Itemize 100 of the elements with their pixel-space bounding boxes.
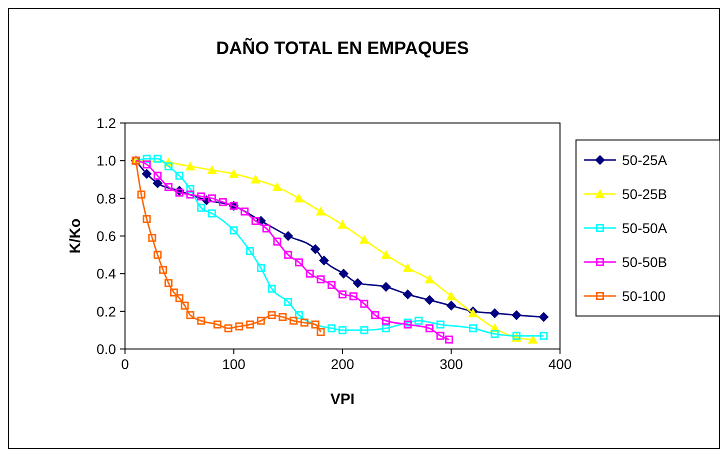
point: [528, 334, 538, 344]
point: [338, 326, 346, 334]
point: [490, 308, 500, 318]
point: [208, 194, 216, 202]
chart-title: DAÑO TOTAL EN EMPAQUES: [216, 37, 469, 58]
point: [185, 161, 196, 170]
point: [359, 234, 370, 244]
y-tick-label: 1.2: [96, 115, 116, 131]
point: [424, 274, 434, 284]
point: [290, 316, 298, 325]
point: [382, 324, 390, 332]
y-tick-label: 0.8: [96, 190, 116, 206]
y-tick-label: 0.6: [96, 228, 116, 244]
point: [240, 208, 249, 216]
point: [349, 292, 358, 300]
point: [328, 324, 336, 332]
y-axis-title: K/Ko: [67, 218, 84, 254]
legend-label: 50-50B: [622, 254, 668, 270]
point: [137, 190, 146, 199]
point: [186, 190, 194, 199]
point: [538, 312, 549, 322]
point: [148, 234, 156, 242]
legend-label: 50-50A: [622, 220, 668, 236]
point: [446, 291, 456, 300]
point: [278, 312, 287, 321]
x-tick-label: 400: [548, 356, 572, 372]
point: [436, 320, 444, 329]
point: [319, 255, 330, 266]
point: [426, 324, 434, 332]
point: [180, 302, 189, 310]
point: [268, 284, 276, 293]
point: [338, 268, 349, 279]
point: [295, 258, 303, 266]
point: [246, 247, 254, 256]
x-tick-label: 200: [330, 356, 354, 372]
point: [512, 310, 522, 320]
point: [213, 320, 222, 329]
point: [316, 206, 326, 216]
point: [371, 311, 380, 320]
x-tick-label: 100: [222, 356, 246, 372]
point: [295, 311, 303, 320]
point: [273, 238, 282, 246]
point: [338, 290, 346, 298]
point: [256, 264, 265, 272]
point: [469, 324, 477, 332]
point: [310, 244, 320, 254]
point: [256, 316, 265, 325]
point: [142, 215, 151, 224]
point: [175, 172, 184, 180]
point: [283, 231, 294, 241]
point: [490, 330, 499, 338]
point: [197, 316, 206, 325]
point: [197, 204, 206, 212]
legend-label: 50-25B: [622, 186, 668, 202]
point: [230, 226, 238, 234]
y-tick-label: 0.0: [96, 341, 116, 357]
point: [197, 192, 206, 200]
point: [186, 311, 194, 320]
point: [152, 178, 163, 188]
point: [154, 172, 162, 180]
point: [235, 322, 244, 330]
point: [175, 188, 184, 197]
point: [306, 270, 314, 278]
point: [382, 316, 390, 325]
point: [224, 324, 232, 332]
point: [284, 250, 292, 259]
point: [338, 220, 348, 229]
point: [446, 300, 456, 311]
point: [252, 216, 260, 225]
point: [208, 209, 216, 218]
point: [207, 165, 217, 174]
point: [272, 182, 282, 192]
point: [164, 183, 172, 192]
x-tick-label: 0: [121, 356, 130, 372]
point: [170, 288, 178, 296]
x-tick-label: 300: [440, 356, 464, 372]
legend-label: 50-100: [622, 288, 666, 304]
y-tick-label: 1.0: [96, 152, 116, 169]
legend-label: 50-25A: [622, 152, 668, 168]
point: [402, 263, 413, 272]
point: [154, 250, 162, 259]
point: [142, 160, 151, 168]
point: [414, 316, 423, 325]
point: [402, 289, 413, 300]
point: [142, 154, 151, 163]
point: [142, 168, 152, 179]
point: [284, 298, 292, 306]
point: [164, 162, 172, 170]
point: [360, 300, 368, 308]
point: [154, 154, 162, 163]
point: [294, 193, 304, 202]
point: [316, 328, 325, 336]
point: [268, 311, 276, 320]
point: [381, 282, 391, 292]
point: [381, 250, 391, 259]
point: [159, 266, 168, 274]
point: [175, 294, 184, 302]
point: [540, 332, 548, 340]
point: [262, 224, 270, 232]
point: [424, 295, 434, 306]
